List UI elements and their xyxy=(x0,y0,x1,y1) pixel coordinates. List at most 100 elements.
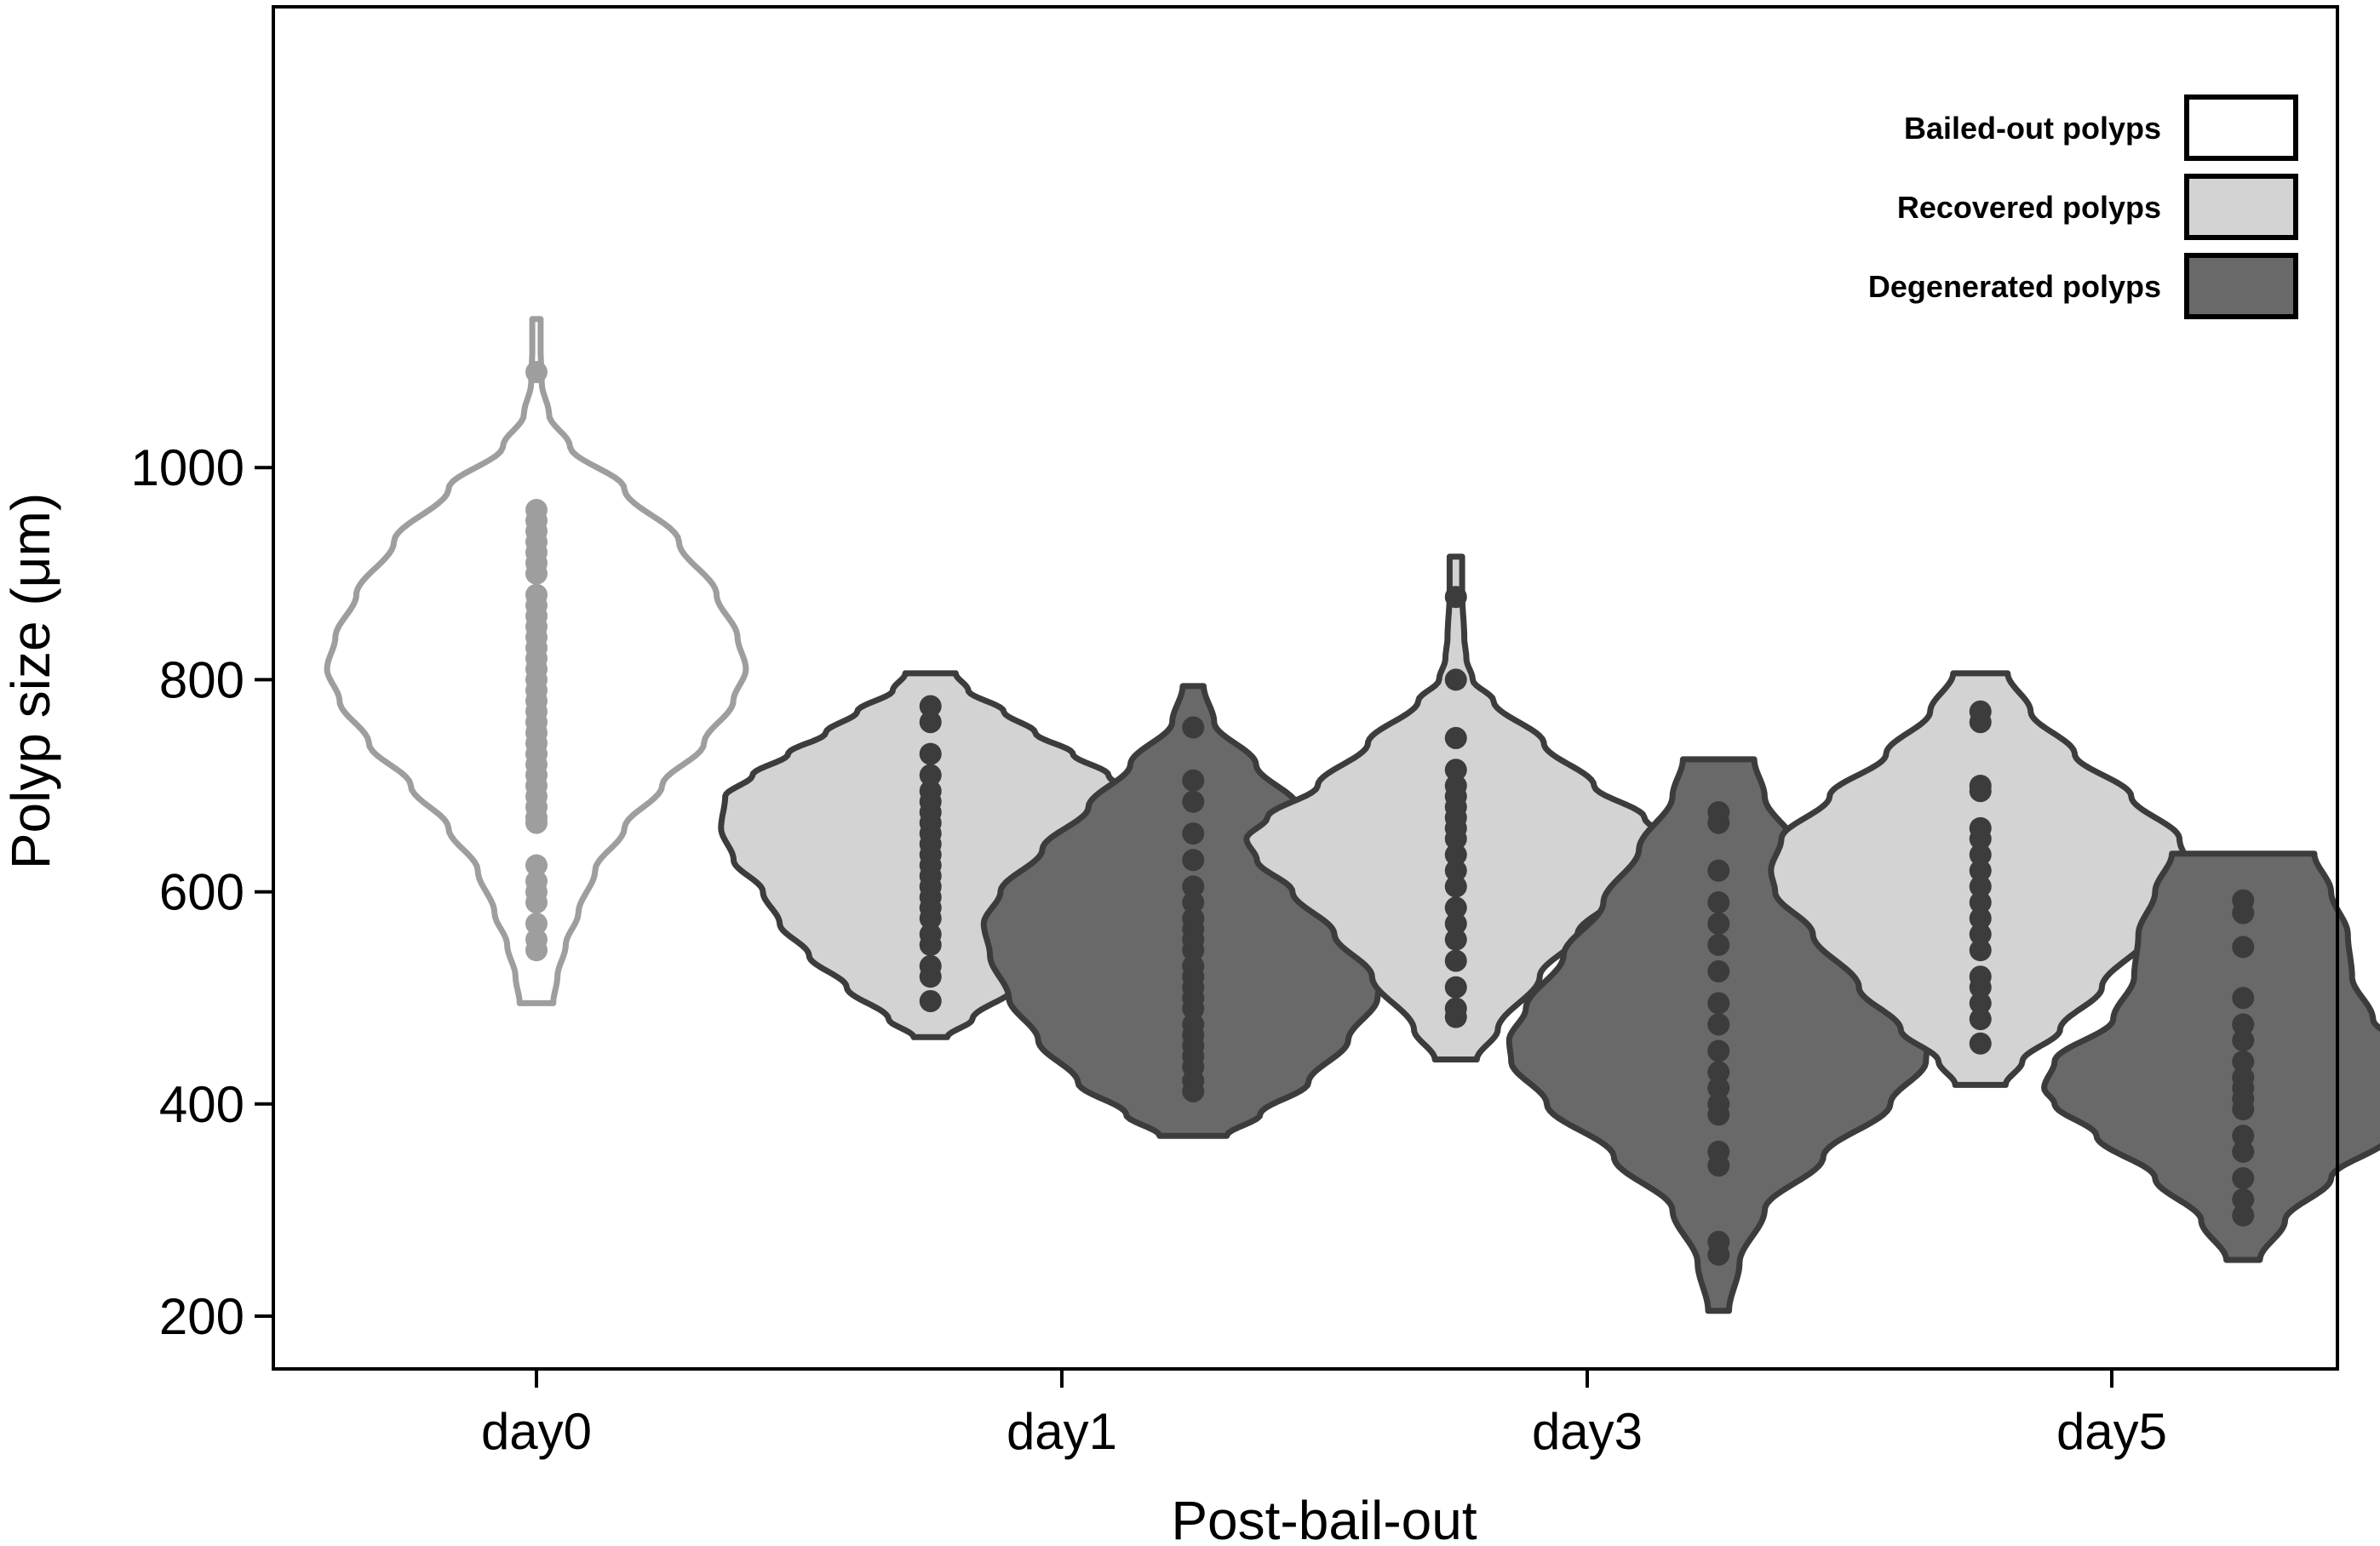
data-point xyxy=(2232,1050,2255,1073)
data-point xyxy=(1707,1039,1730,1062)
data-point xyxy=(1182,891,1205,914)
data-point xyxy=(1707,859,1730,882)
data-point xyxy=(1707,960,1730,983)
legend-swatch xyxy=(2184,94,2298,161)
y-tick-label: 800 xyxy=(159,651,244,708)
data-point xyxy=(1707,933,1730,956)
data-point xyxy=(2232,1029,2255,1052)
legend-swatch xyxy=(2184,253,2298,319)
data-point xyxy=(919,989,942,1012)
data-point xyxy=(1182,822,1205,845)
violin-layer xyxy=(324,316,2380,1314)
x-tick-label: day5 xyxy=(2056,1403,2167,1460)
legend-label: Recovered polyps xyxy=(1897,190,2161,225)
data-point xyxy=(1182,954,1205,977)
legend-item: Recovered polyps xyxy=(1897,174,2298,240)
data-point xyxy=(1444,896,1467,919)
data-point xyxy=(1444,775,1467,797)
x-tick-label: day3 xyxy=(1532,1403,1643,1460)
data-point xyxy=(1707,891,1730,914)
legend-label: Bailed-out polyps xyxy=(1904,111,2161,146)
violin-day0-bailed-out xyxy=(324,316,749,1006)
data-point xyxy=(919,780,942,803)
data-point xyxy=(2232,936,2255,959)
data-point xyxy=(2232,987,2255,1010)
data-point xyxy=(1969,1008,1992,1031)
data-point xyxy=(1444,843,1467,866)
data-point xyxy=(919,954,942,977)
y-axis-title: Polyp size (μm) xyxy=(0,493,61,869)
data-point xyxy=(1707,992,1730,1015)
legend-item: Degenerated polyps xyxy=(1868,253,2298,319)
data-point xyxy=(1182,790,1205,813)
data-point xyxy=(1182,875,1205,898)
y-axis: 200 400 600 800 1000 xyxy=(131,439,273,1345)
data-point xyxy=(1444,726,1467,749)
data-point xyxy=(1444,949,1467,972)
data-point xyxy=(1182,1013,1205,1036)
data-point xyxy=(919,695,942,718)
x-axis-title: Post-bail-out xyxy=(1171,1490,1477,1546)
y-tick-label: 600 xyxy=(159,864,244,921)
data-point xyxy=(919,742,942,765)
legend-swatch xyxy=(2184,174,2298,240)
data-point xyxy=(1182,769,1205,792)
data-point xyxy=(2232,1125,2255,1148)
data-point xyxy=(2232,1167,2255,1190)
data-point xyxy=(525,361,548,384)
violin-body xyxy=(2041,850,2380,1263)
data-point xyxy=(1444,759,1467,782)
data-point xyxy=(2232,1204,2255,1227)
plot-frame xyxy=(272,5,2339,1371)
data-point xyxy=(1444,912,1467,935)
data-point xyxy=(1444,859,1467,882)
data-point xyxy=(1969,875,1992,898)
data-point xyxy=(1969,859,1992,882)
data-point xyxy=(1444,875,1467,898)
data-point xyxy=(919,764,942,787)
data-point xyxy=(1444,928,1467,951)
x-axis: day0 day1 day3 day5 xyxy=(481,1369,2167,1460)
data-point xyxy=(2232,1188,2255,1211)
data-point xyxy=(1707,1061,1730,1084)
data-point xyxy=(1969,923,1992,946)
x-tick-label: day0 xyxy=(481,1403,592,1460)
legend: Bailed-out polyps Recovered polyps Degener… xyxy=(1868,94,2298,319)
data-point xyxy=(1444,668,1467,691)
data-point xyxy=(1969,700,1992,723)
data-point xyxy=(2232,889,2255,912)
legend-item: Bailed-out polyps xyxy=(1904,94,2298,161)
data-point xyxy=(1707,1230,1730,1253)
data-point xyxy=(1969,939,1992,962)
data-point xyxy=(1969,775,1992,797)
x-tick-label: day1 xyxy=(1006,1403,1117,1460)
violin-day1-degenerated xyxy=(980,683,1406,1139)
legend-label: Degenerated polyps xyxy=(1868,269,2161,304)
data-point xyxy=(1969,891,1992,914)
data-point xyxy=(919,923,942,946)
data-point xyxy=(1707,912,1730,935)
data-point xyxy=(1969,907,1992,930)
data-point xyxy=(1444,997,1467,1020)
data-point xyxy=(2232,1140,2255,1163)
data-point xyxy=(525,912,548,935)
y-tick-label: 1000 xyxy=(131,439,244,496)
data-point xyxy=(2232,1066,2255,1089)
violin-day3-recovered xyxy=(1243,553,1669,1062)
y-tick-label: 200 xyxy=(159,1288,244,1345)
data-point xyxy=(1707,1077,1730,1100)
data-point xyxy=(525,854,548,877)
data-point xyxy=(1182,849,1205,872)
data-point xyxy=(2232,1013,2255,1036)
data-point xyxy=(919,711,942,734)
data-point xyxy=(1969,965,1992,988)
data-point xyxy=(525,928,548,951)
data-point xyxy=(1969,816,1992,839)
data-point xyxy=(1707,801,1730,824)
violin-day5-degenerated xyxy=(2041,850,2380,1263)
y-tick-label: 400 xyxy=(159,1076,244,1133)
data-point xyxy=(1969,843,1992,866)
data-point xyxy=(525,870,548,893)
data-point xyxy=(525,499,548,522)
